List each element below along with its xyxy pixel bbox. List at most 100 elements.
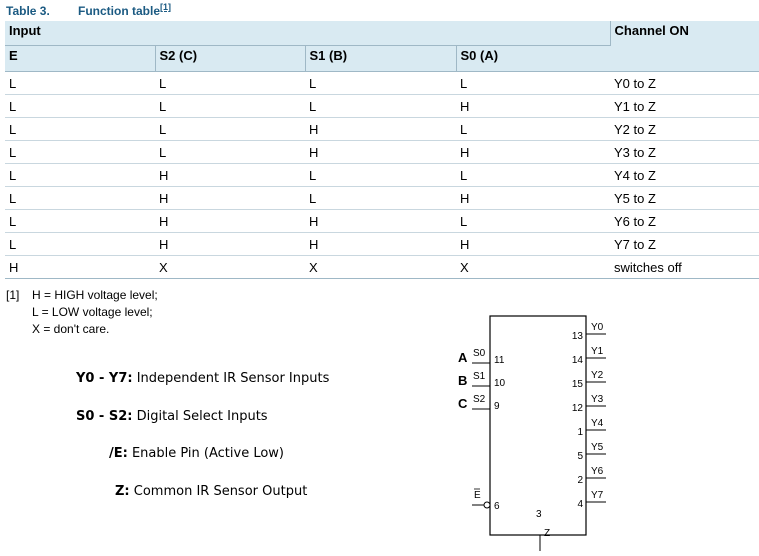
input-cell: L [155,71,305,95]
footnote-link[interactable]: [1] [160,2,171,12]
input-cell: H [155,186,305,210]
channel-cell: Y0 to Z [610,71,759,95]
select-pin-name: S1 [473,371,486,382]
table-notes: [1] H = HIGH voltage level; L = LOW volta… [6,287,158,338]
input-cell: H [155,209,305,233]
input-cell: H [456,186,611,210]
table-row: L H L L Y4 to Z [5,163,759,187]
table-row: L L L H Y1 to Z [5,94,759,118]
y-pin-name: Y5 [591,442,604,453]
col-header-e: E [5,45,156,72]
note-line: H = HIGH voltage level; [32,288,158,302]
legend-common-output: Z: Common IR Sensor Output [115,484,308,499]
enable-pin-name: E [474,490,481,501]
channel-on-header: Channel ON [610,21,759,72]
input-cell: L [456,117,611,141]
input-cell: L [456,209,611,233]
input-cell: L [305,186,456,210]
input-cell: L [456,71,611,95]
y-pin-name: Y4 [591,418,604,429]
table-caption: Table 3. Function table[1] [6,2,171,18]
legend-enable-pin: /E: Enable Pin (Active Low) [109,446,284,461]
col-header-s1: S1 (B) [305,45,457,72]
table-row: L L H H Y3 to Z [5,140,759,164]
y-pin-name: Y1 [591,346,604,357]
table-row: L L L L Y0 to Z [5,71,759,95]
note-ref: [1] [6,288,20,302]
input-cell: H [5,255,155,279]
input-cell: L [5,186,155,210]
input-cell: L [155,140,305,164]
col-header-s2: S2 (C) [155,45,306,72]
table-row: L H H H Y7 to Z [5,232,759,256]
input-cell: L [155,117,305,141]
pin-number: 9 [494,401,500,412]
select-pin-name: S2 [473,394,486,405]
ic-body [489,315,587,536]
input-cell: H [456,232,611,256]
input-cell: L [305,163,456,187]
y-pin-name: Y3 [591,394,604,405]
pin-number: 4 [577,499,583,510]
channel-cell: Y4 to Z [610,163,759,187]
select-letter: C [458,396,468,411]
channel-cell: Y5 to Z [610,186,759,210]
input-cell: H [305,140,456,164]
legend-y-inputs: Y0 - Y7: Independent IR Sensor Inputs [76,371,330,386]
input-cell: H [305,209,456,233]
channel-cell: switches off [610,255,759,279]
pin-number: 14 [572,355,584,366]
input-cell: L [305,94,456,118]
pin-number: 1 [577,427,583,438]
table-row: L H L H Y5 to Z [5,186,759,210]
input-cell: H [155,232,305,256]
table-title: Function table [78,4,160,18]
pin-number: 5 [577,451,583,462]
input-cell: L [5,117,155,141]
output-pin-name: Z [544,528,550,539]
pin-number: 10 [494,378,506,389]
input-cell: X [305,255,456,279]
input-cell: L [5,232,155,256]
pin-number: 3 [536,509,542,520]
channel-cell: Y2 to Z [610,117,759,141]
select-letter: B [458,373,467,388]
input-cell: X [155,255,305,279]
input-cell: L [155,94,305,118]
input-cell: H [305,117,456,141]
input-cell: L [5,94,155,118]
input-cell: H [305,232,456,256]
table-number: Table 3. [6,4,50,18]
pin-number: 11 [494,355,505,366]
input-group-header: Input [5,21,611,46]
channel-cell: Y6 to Z [610,209,759,233]
input-cell: H [456,140,611,164]
input-cell: L [5,209,155,233]
select-pin-name: S0 [473,348,486,359]
note-line: X = don't care. [32,322,110,336]
col-header-s0: S0 (A) [456,45,611,72]
input-cell: L [5,71,155,95]
inversion-bubble [483,501,491,509]
channel-cell: Y3 to Z [610,140,759,164]
input-cell: L [456,163,611,187]
select-letter: A [458,350,468,365]
y-pin-name: Y7 [591,490,604,501]
legend-select-inputs: S0 - S2: Digital Select Inputs [76,409,268,424]
multiplexer-symbol: A S0 11 B S1 10 C S2 9 E 6 3 Z 13 Y0 14 Y1 15 Y2 12 Y3 1 Y4 5 Y5… [440,310,640,551]
pin-number: 6 [494,501,500,512]
input-cell: L [305,71,456,95]
channel-cell: Y1 to Z [610,94,759,118]
pin-number: 2 [577,475,583,486]
input-cell: L [5,163,155,187]
y-pin-name: Y2 [591,370,604,381]
pin-number: 13 [572,331,584,342]
pin-number: 15 [572,379,584,390]
pin-number: 12 [572,403,584,414]
function-table: Input Channel ON E S2 (C) S1 (B) S0 (A) … [5,21,759,279]
y-pin-name: Y6 [591,466,604,477]
input-cell: X [456,255,611,279]
input-cell: H [456,94,611,118]
y-pin-name: Y0 [591,322,604,333]
